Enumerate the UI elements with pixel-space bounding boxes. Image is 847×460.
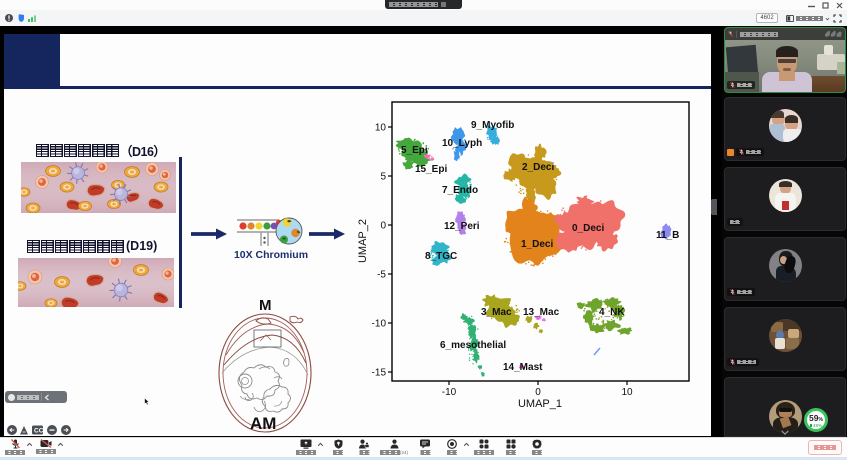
svg-text:0: 0 (380, 221, 386, 232)
svg-text:12_Peri: 12_Peri (444, 221, 480, 232)
svg-text:14_Mast: 14_Mast (503, 362, 543, 373)
svg-text:1_Deci: 1_Deci (521, 239, 553, 250)
svg-text:7_Endo: 7_Endo (442, 185, 478, 196)
svg-text:-10: -10 (372, 319, 387, 330)
svg-text:AM: AM (250, 414, 276, 433)
svg-text:15_Epi: 15_Epi (415, 164, 447, 175)
svg-text:9_Myofib: 9_Myofib (471, 120, 514, 131)
svg-text:4_NK: 4_NK (599, 307, 625, 318)
svg-text:2_Deci: 2_Deci (522, 162, 554, 173)
svg-text:M: M (259, 297, 272, 314)
svg-text:0_Deci: 0_Deci (572, 223, 604, 234)
svg-text:6_mesothelial: 6_mesothelial (440, 340, 506, 351)
svg-text:10: 10 (375, 123, 387, 134)
svg-text:CC: CC (34, 428, 44, 435)
svg-text:UMAP_1: UMAP_1 (518, 398, 562, 410)
svg-text:3_Mac: 3_Mac (481, 307, 512, 318)
svg-text:8_TGC: 8_TGC (425, 251, 457, 262)
svg-text:5_Epi: 5_Epi (401, 145, 428, 156)
svg-text:-5: -5 (377, 270, 386, 281)
svg-text:-10: -10 (442, 387, 457, 398)
svg-text:0: 0 (535, 387, 541, 398)
svg-text:13_Mac: 13_Mac (523, 307, 560, 318)
svg-text:UMAP_2: UMAP_2 (357, 219, 369, 263)
svg-text:5: 5 (380, 172, 386, 183)
svg-text:10_Lyph: 10_Lyph (442, 138, 482, 149)
svg-text:11_B: 11_B (656, 230, 679, 241)
svg-text:10: 10 (621, 387, 633, 398)
svg-text:-15: -15 (372, 368, 387, 379)
